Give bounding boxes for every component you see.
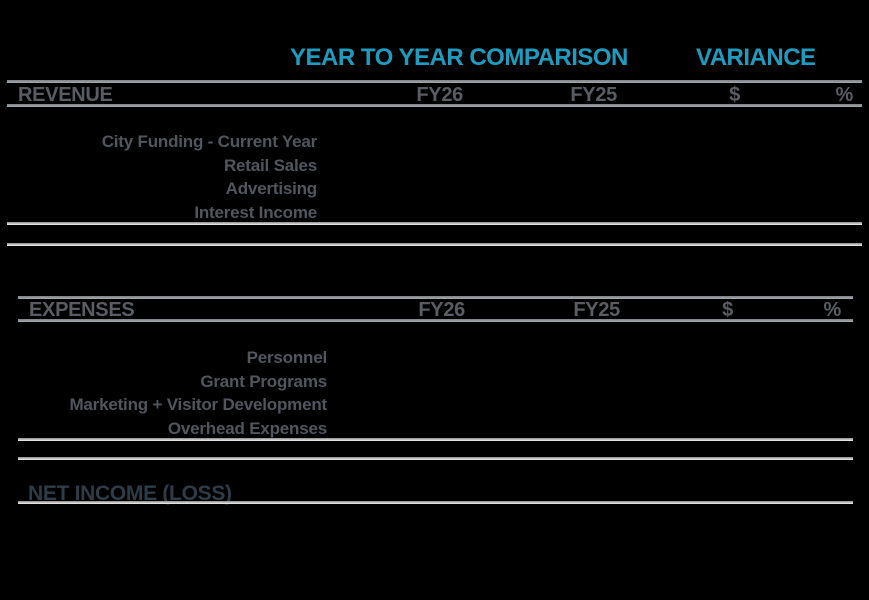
revenue-header-top-rule [7, 80, 862, 83]
expenses-section-label: EXPENSES [29, 299, 135, 321]
revenue-total-rule [7, 222, 862, 225]
revenue-col-variance-dollar: $ [729, 84, 740, 106]
expense-item-label: Grant Programs [200, 371, 327, 391]
revenue-item-label: Retail Sales [223, 155, 317, 175]
revenue-double-total-rule [7, 243, 862, 246]
revenue-col-variance-percent: % [835, 84, 854, 106]
revenue-section-label: REVENUE [18, 84, 113, 106]
expenses-header-top-rule [18, 296, 853, 299]
expenses-col-variance-dollar: $ [722, 299, 733, 321]
revenue-item-label: City Funding - Current Year [101, 132, 318, 151]
expenses-header-bottom-rule [18, 319, 853, 322]
net-income-rule [18, 501, 853, 504]
revenue-item-label: Advertising [225, 179, 318, 198]
variance-title: VARIANCE [696, 44, 816, 71]
revenue-header-bottom-rule [7, 104, 862, 107]
expenses-double-total-rule [18, 457, 853, 460]
revenue-items: City Funding - Current Year Retail Sales… [0, 130, 318, 224]
expenses-total-rule [18, 438, 853, 441]
expense-items: Personnel Grant Programs Marketing + Vis… [0, 346, 327, 440]
revenue-item-label: Interest Income [194, 202, 317, 222]
net-income-label: NET INCOME (LOSS) [28, 482, 232, 505]
expenses-col-fy26: FY26 [418, 299, 465, 321]
expense-item-label: Overhead Expenses [167, 418, 327, 438]
expense-item-label: Marketing + Visitor Development [69, 395, 327, 414]
expense-item-label: Personnel [246, 348, 328, 367]
comparison-title: YEAR TO YEAR COMPARISON [290, 44, 628, 71]
revenue-col-fy26: FY26 [416, 84, 463, 106]
revenue-col-fy25: FY25 [570, 84, 617, 106]
expenses-col-fy25: FY25 [573, 299, 620, 321]
expenses-col-variance-percent: % [823, 299, 842, 321]
